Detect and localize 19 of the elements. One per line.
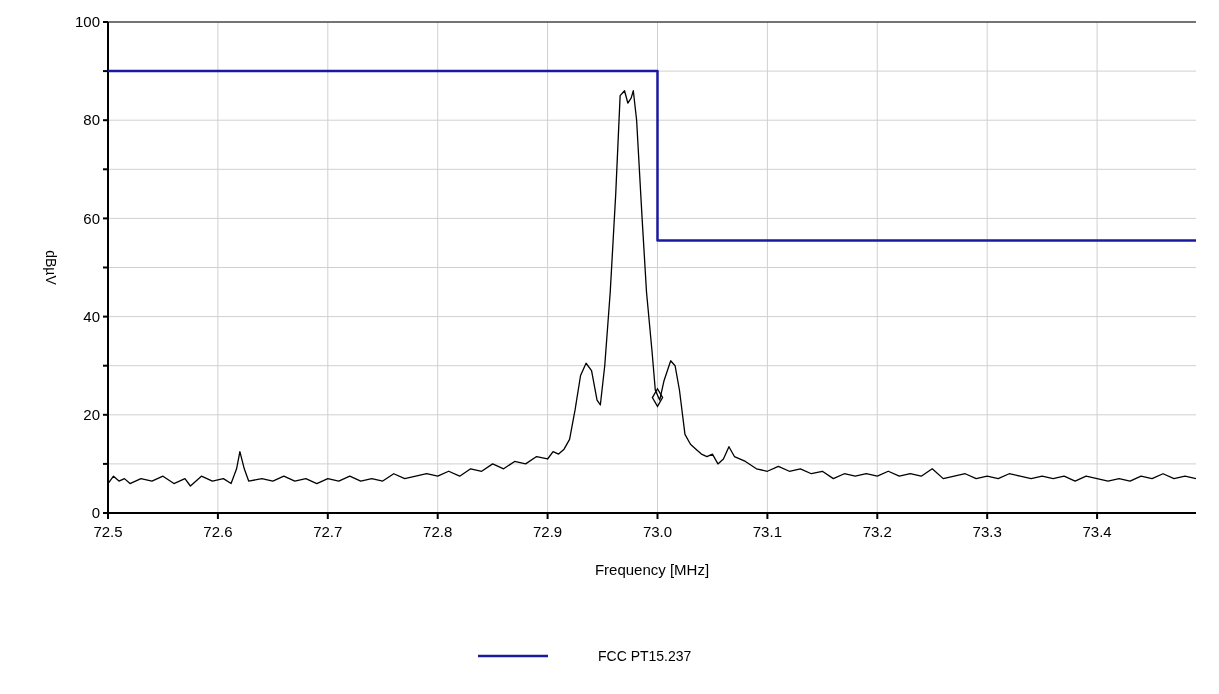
x-tick-label: 72.6	[203, 523, 233, 540]
x-axis-title: Frequency [MHz]	[594, 561, 710, 578]
x-tick-label: 73.1	[752, 523, 782, 540]
x-tick-label: 72.7	[313, 523, 343, 540]
y-tick-label: 100	[74, 13, 100, 31]
y-axis-title: dBµV	[43, 250, 59, 286]
x-tick-label: 73.3	[972, 523, 1002, 540]
x-tick-label: 72.8	[423, 523, 453, 540]
y-tick-label: 80	[83, 111, 100, 129]
x-tick-label: 72.5	[93, 523, 123, 540]
y-tick-label: 0	[91, 504, 100, 522]
y-tick-label: 20	[83, 406, 100, 424]
y-tick-label: 40	[83, 307, 100, 325]
x-tick-label: 72.9	[532, 523, 563, 540]
x-tick-label: 73.0	[642, 523, 673, 540]
y-tick-label: 60	[83, 209, 100, 227]
x-tick-label: 73.2	[862, 523, 892, 540]
x-tick-label: 73.4	[1082, 523, 1112, 540]
text: FCC PT15.237	[598, 647, 692, 664]
